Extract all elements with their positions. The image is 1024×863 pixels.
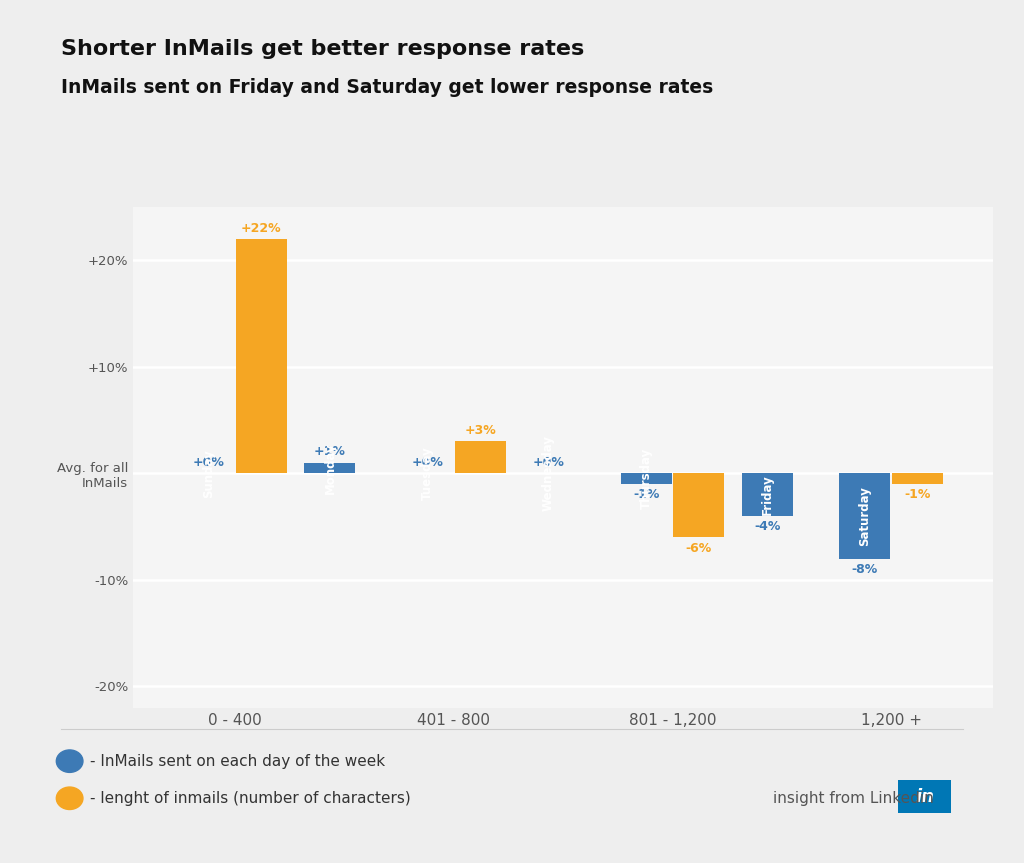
Text: Monday: Monday [324, 442, 337, 494]
Bar [840, 474, 891, 558]
Text: in: in [915, 788, 934, 805]
Text: insight from Linkedin: insight from Linkedin [773, 791, 934, 806]
Text: +0%: +0% [532, 457, 564, 469]
Text: +3%: +3% [464, 424, 496, 438]
Bar [455, 441, 506, 474]
Text: +1%: +1% [314, 445, 346, 458]
Text: +0%: +0% [193, 457, 225, 469]
Text: Sunday: Sunday [203, 449, 215, 498]
Bar [621, 474, 672, 484]
Text: Shorter InMails get better response rates: Shorter InMails get better response rate… [61, 39, 585, 59]
Text: - lenght of inmails (number of characters): - lenght of inmails (number of character… [90, 791, 411, 806]
Text: -4%: -4% [754, 520, 780, 533]
Bar [892, 474, 943, 484]
Text: - InMails sent on each day of the week: - InMails sent on each day of the week [90, 753, 385, 769]
Text: Wednesday: Wednesday [542, 435, 555, 512]
Text: Thursday: Thursday [640, 448, 653, 509]
Text: +22%: +22% [241, 222, 282, 235]
Bar [236, 239, 287, 474]
FancyBboxPatch shape [894, 778, 955, 816]
Text: Tuesday: Tuesday [421, 446, 434, 501]
Bar [741, 474, 793, 516]
Text: -1%: -1% [633, 488, 659, 501]
Text: -8%: -8% [852, 563, 879, 576]
Text: InMails sent on Friday and Saturday get lower response rates: InMails sent on Friday and Saturday get … [61, 78, 714, 97]
Text: -1%: -1% [904, 488, 931, 501]
Text: +0%: +0% [412, 457, 443, 469]
Bar [304, 463, 355, 474]
Text: Friday: Friday [761, 475, 774, 515]
Text: Saturday: Saturday [858, 486, 871, 546]
Bar [673, 474, 724, 538]
Text: -6%: -6% [686, 541, 712, 555]
